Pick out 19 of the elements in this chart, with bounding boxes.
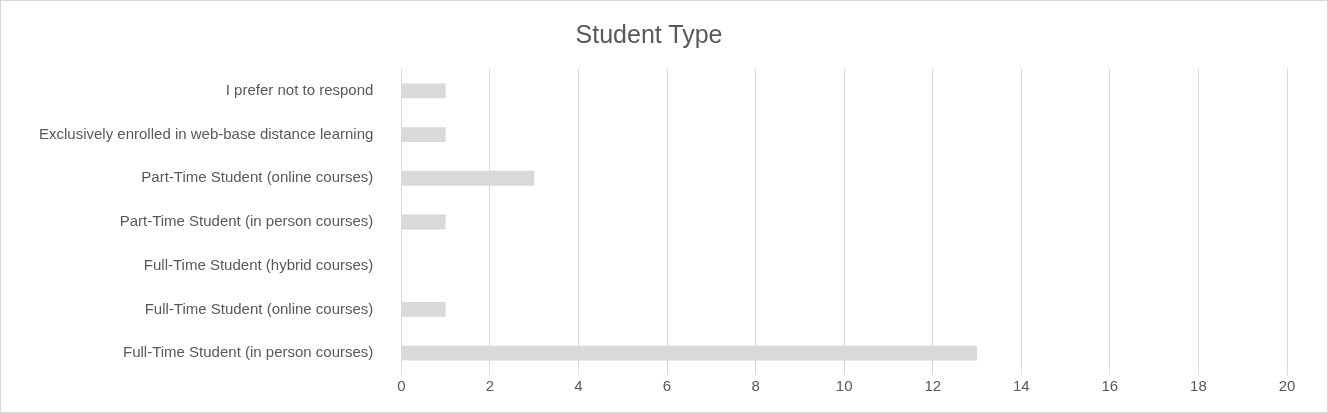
x-tick-label: 6 bbox=[662, 377, 672, 395]
x-tick-label: 20 bbox=[1278, 377, 1296, 395]
x-tick-label: 14 bbox=[1012, 377, 1030, 395]
x-tick-label: 10 bbox=[835, 377, 853, 395]
x-tick-label: 18 bbox=[1190, 377, 1207, 395]
y-tick-label: Full-Time Student (online courses) bbox=[144, 299, 374, 317]
y-tick-label: Full-Time Student (hybrid courses) bbox=[143, 255, 374, 273]
x-tick-label: 0 bbox=[397, 377, 406, 395]
y-tick-label: Part-Time Student (online courses) bbox=[141, 168, 374, 186]
chart-title: Student Type bbox=[575, 19, 723, 48]
x-tick-label: 4 bbox=[574, 377, 583, 395]
x-tick-label: 2 bbox=[485, 377, 495, 395]
x-tick-label: 12 bbox=[924, 377, 942, 395]
y-tick-label: Full-Time Student (in person courses) bbox=[122, 343, 374, 361]
y-tick-label: I prefer not to respond bbox=[225, 81, 374, 98]
x-tick-label: 16 bbox=[1101, 377, 1119, 395]
y-tick-label: Part-Time Student (in person courses) bbox=[119, 212, 374, 230]
x-tick-label: 8 bbox=[751, 377, 760, 395]
y-tick-label: Exclusively enrolled in web-base distance learning bbox=[38, 124, 374, 142]
